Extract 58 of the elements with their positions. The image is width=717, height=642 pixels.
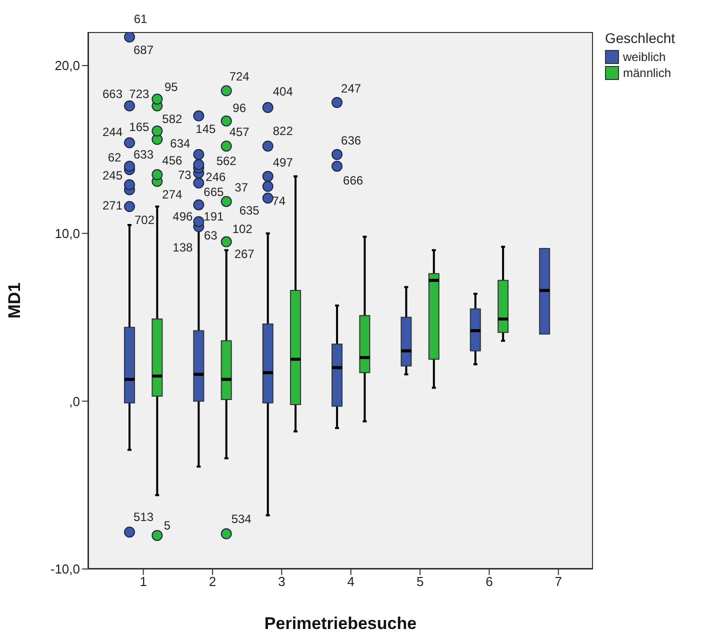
y-axis-title: MD1 [5,282,24,318]
annotation: 138 [172,240,194,255]
annotation: 634 [170,136,191,150]
annotation: 63 [204,228,218,243]
annotation: 724 [229,70,250,84]
annotation: 267 [234,246,255,261]
x-axis-title: Perimetriebesuche [264,614,417,633]
annotation: 456 [162,154,183,168]
y-tick-label: -10,0 [50,562,80,577]
y-tick-label: 10,0 [54,226,80,241]
annotation: 102 [232,222,253,236]
annotation: 636 [341,134,362,148]
annotation: 244 [102,124,123,139]
annotation: 582 [162,112,183,126]
annotation: 635 [239,203,260,218]
annotation: 62 [108,150,122,164]
x-tick-label: 5 [416,574,424,590]
annotation: 96 [232,100,246,115]
annotation: 245 [102,168,123,183]
annotation: 145 [196,122,216,136]
annotation: 723 [129,86,150,101]
annotation: 246 [206,170,226,184]
x-tick-label: 2 [208,574,216,590]
legend-label: männlich [623,66,672,80]
x-tick-label: 6 [486,574,493,590]
annotation: 5 [164,518,171,532]
y-tick-label: ,0 [69,394,80,409]
annotation: 665 [204,184,224,199]
x-tick-label: 3 [278,574,286,590]
y-tick-label: 20,0 [54,58,80,74]
annotation: 497 [272,155,294,170]
annotation: 687 [133,43,154,58]
annotation: 496 [172,210,194,224]
annotation: 666 [343,173,364,188]
annotation: 37 [234,180,248,194]
annotation: 247 [341,81,362,96]
annotation: 95 [164,80,178,94]
x-tick-label: 1 [140,574,147,590]
annotation: 663 [102,86,123,101]
annotation: 562 [216,154,237,168]
annotation: 271 [102,198,123,213]
annotation: 165 [129,120,150,134]
annotation: 191 [204,210,224,224]
annotation: 633 [133,147,154,162]
legend-label: weiblich [623,50,666,64]
annotation: 274 [162,187,183,202]
x-tick-label: 4 [347,574,354,590]
legend-title: Geschlecht [605,30,676,46]
annotation: 404 [272,84,294,99]
annotation: 702 [134,212,155,227]
x-tick-label: 7 [554,574,562,590]
annotation: 74 [272,194,286,208]
annotation: 73 [178,168,192,182]
annotation: 457 [229,124,250,139]
annotation: 513 [133,510,154,524]
annotation: 822 [272,124,294,138]
annotation: 534 [231,512,252,526]
text: 61 [134,12,148,26]
